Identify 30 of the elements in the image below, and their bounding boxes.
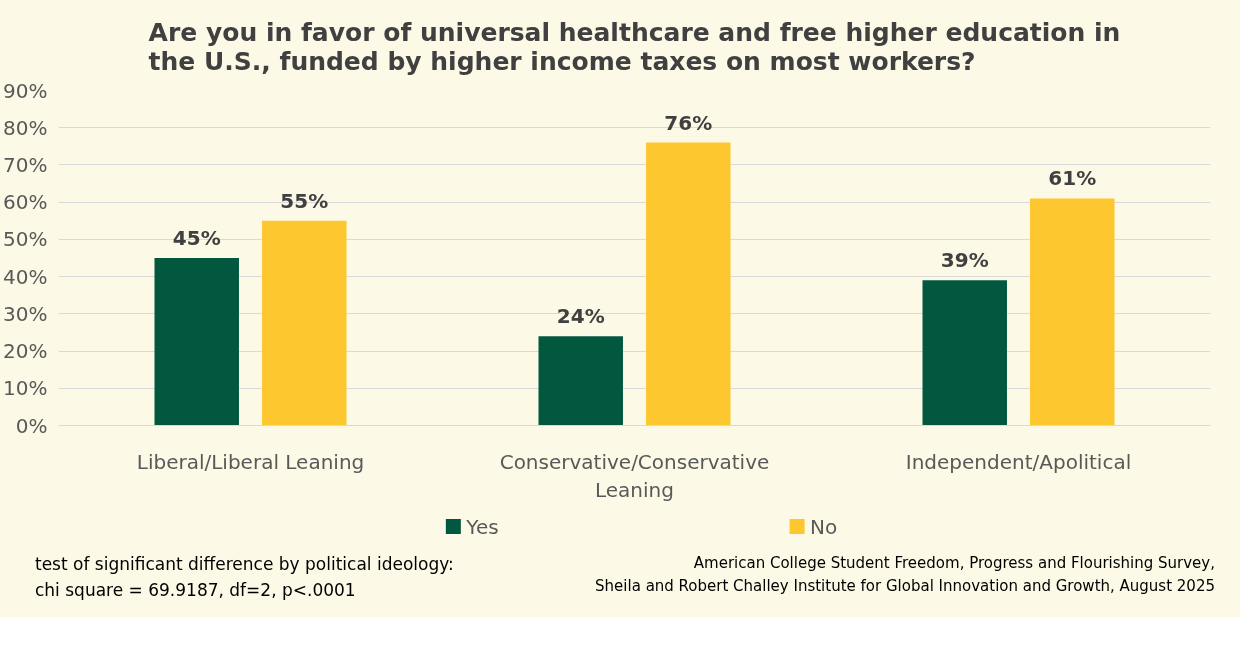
- bar: [646, 142, 731, 426]
- data-label: 45%: [172, 226, 221, 250]
- legend-label: No: [810, 514, 838, 539]
- text: test of significant difference by political ideology: chi square = 69.9187, df=2, p<.0001: [35, 553, 454, 602]
- x-tick-label: Independent/Apolitical: [905, 449, 1132, 474]
- x-tick-label: Liberal/Liberal Leaning: [136, 449, 365, 474]
- bar: [538, 336, 623, 426]
- text: American College Student Freedom, Progress and Flourishing Survey, Sheila and Robert Challey Institute for Global Innovation and Growth, August 2025: [595, 553, 1215, 597]
- y-tick-label: 40%: [3, 264, 48, 289]
- y-tick-label: 90%: [3, 78, 48, 103]
- data-label: 76%: [664, 110, 713, 135]
- x-tick-label: Conservative/Conservative Leaning: [499, 449, 770, 503]
- y-tick-label: 30%: [3, 301, 48, 326]
- y-tick-label: 0%: [15, 413, 48, 438]
- data-label: 39%: [940, 248, 989, 273]
- y-tick-label: 70%: [3, 152, 48, 177]
- y-tick-label: 10%: [3, 376, 48, 401]
- data-label: 61%: [1048, 166, 1097, 191]
- chart-title: Are you in favor of universal healthcare and free higher education in the U.S., funded by higher income taxes on most workers?: [148, 17, 1121, 76]
- y-tick-label: 20%: [3, 339, 48, 364]
- y-tick-label: 80%: [3, 115, 48, 140]
- data-label: 55%: [280, 188, 329, 213]
- bar: [262, 220, 347, 426]
- bar: [1030, 198, 1115, 426]
- bar: [922, 280, 1007, 426]
- bar: [154, 258, 239, 426]
- y-tick-label: 60%: [3, 190, 48, 215]
- legend-label: Yes: [465, 514, 499, 539]
- y-tick-label: 50%: [3, 227, 48, 252]
- data-label: 24%: [556, 304, 605, 329]
